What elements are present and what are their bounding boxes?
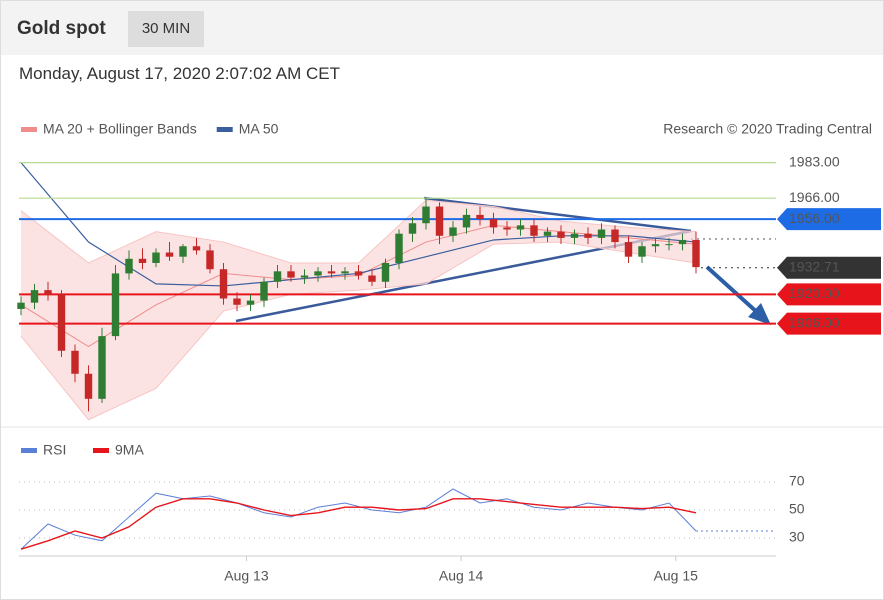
y-tick-label: 50	[789, 501, 805, 517]
candle-body	[638, 246, 646, 257]
legend-swatch	[93, 448, 109, 453]
candle-body	[98, 336, 106, 399]
candle-body	[543, 231, 552, 236]
candle-body	[179, 246, 187, 257]
legend-swatch	[216, 127, 233, 132]
candle-body	[246, 300, 255, 305]
candle-body	[584, 233, 592, 238]
candle-body	[341, 271, 349, 274]
forecast-arrow	[705, 265, 761, 316]
legend-label: MA 20 + Bollinger Bands	[43, 121, 197, 137]
instrument-title: Gold spot	[17, 18, 106, 39]
candle-body	[462, 214, 471, 228]
price-label: 1920.00	[789, 285, 840, 301]
candle-body	[381, 262, 390, 282]
candle-body	[665, 244, 673, 246]
candle-body	[503, 227, 511, 230]
legend-label: 9MA	[115, 442, 144, 458]
x-tick-label: Aug 14	[439, 568, 484, 584]
candle-body	[125, 258, 133, 274]
candle-body	[287, 271, 295, 278]
candle-body	[368, 275, 376, 282]
date: Monday, August 17, 2020 2:07:02 AM CET	[19, 64, 340, 83]
candle-body	[327, 271, 336, 274]
candle-body	[219, 269, 228, 299]
candle-body	[17, 302, 25, 309]
candle-body	[44, 290, 52, 295]
legend-swatch	[21, 448, 37, 453]
credit: Research © 2020 Trading Central	[663, 121, 872, 137]
candle-body	[624, 242, 633, 257]
price-tag	[777, 283, 881, 306]
legend-swatch	[21, 127, 37, 132]
candle-body	[530, 225, 538, 236]
candle-body	[651, 244, 660, 247]
price-label: 1966.00	[789, 189, 840, 205]
y-tick-label: 30	[789, 529, 805, 545]
candle-body	[165, 252, 174, 257]
candle-body	[408, 223, 417, 234]
candle-body	[395, 233, 403, 263]
candle-body	[57, 294, 66, 351]
candle-body	[233, 298, 241, 305]
price-label: 1906.00	[789, 314, 840, 330]
x-tick-label: Aug 13	[224, 568, 269, 584]
candle-body	[489, 219, 498, 228]
candle-body	[273, 271, 282, 282]
candle-body	[206, 250, 214, 270]
upper-line	[20, 199, 697, 264]
x-tick-label: Aug 15	[654, 568, 699, 584]
candle-body	[516, 225, 525, 230]
candle-body	[260, 281, 268, 301]
legend-label: MA 50	[239, 121, 279, 137]
trendline	[423, 196, 692, 233]
candle-body	[300, 275, 309, 278]
candle-body	[71, 350, 79, 374]
candle-body	[354, 271, 363, 276]
price-label: 1983.00	[789, 153, 840, 169]
price-label: 1956.00	[789, 210, 840, 226]
candle-body	[422, 206, 430, 224]
candle-body	[84, 373, 93, 399]
legend-label: RSI	[43, 442, 66, 458]
lower-line	[20, 241, 697, 421]
candle-body	[597, 229, 606, 238]
header: Gold spot 30 MIN	[1, 1, 883, 55]
candle-body	[449, 227, 457, 236]
candle-body	[678, 239, 687, 245]
candle-body	[314, 271, 322, 276]
price-tag	[777, 208, 881, 231]
price-tag	[777, 312, 881, 335]
candle-body	[570, 233, 579, 238]
price-label: 1932.71	[789, 258, 840, 274]
price-tag	[777, 256, 881, 279]
candle-body	[152, 252, 160, 263]
series-line	[20, 488, 697, 550]
candle-body	[192, 246, 201, 251]
timeframe-button[interactable]: 30 MIN	[128, 11, 204, 47]
y-tick-label: 70	[789, 473, 805, 489]
candle-body	[692, 239, 700, 268]
candle-body	[557, 231, 565, 238]
series-line	[20, 498, 697, 550]
candle-body	[435, 206, 444, 236]
candle-body	[611, 229, 619, 243]
forecast-arrowhead	[748, 303, 771, 325]
candle-body	[138, 258, 147, 263]
candle-body	[30, 290, 39, 303]
candle-body	[476, 214, 484, 220]
bollinger-band	[21, 200, 696, 420]
candle-body	[111, 273, 120, 337]
